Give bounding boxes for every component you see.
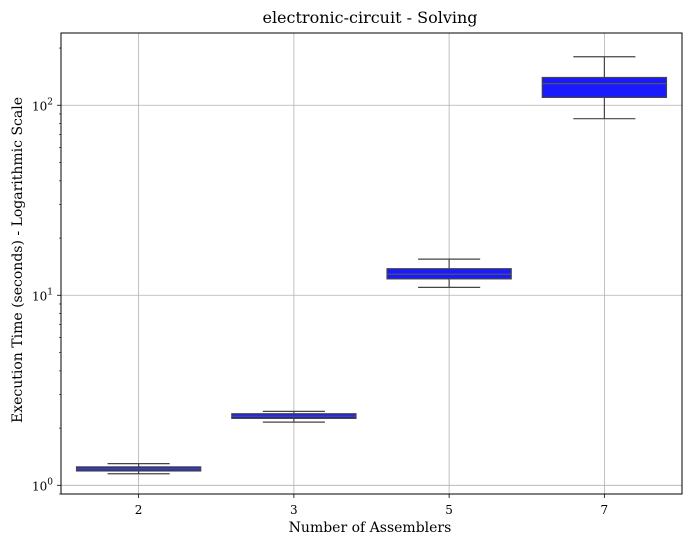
x-axis-label: Number of Assemblers [289, 520, 452, 536]
x-tick-label: 3 [290, 503, 298, 517]
box-series [75, 56, 668, 475]
box-7 [541, 56, 668, 120]
y-tick-label: 101 [32, 287, 53, 303]
x-tick-label: 2 [135, 503, 143, 517]
plot-frame [60, 32, 683, 495]
box-3 [231, 410, 357, 423]
x-tick-label: 5 [445, 503, 453, 517]
y-tick-label: 102 [32, 97, 53, 113]
box-iqr [541, 76, 668, 98]
y-tick-label: 100 [32, 477, 53, 493]
x-tick-label: 7 [601, 503, 609, 517]
axis-ticks: 2 3 5 7 100 101 102 [32, 47, 609, 517]
box-5 [386, 258, 512, 289]
y-axis-label: Execution Time (seconds) - Logarithmic S… [10, 97, 26, 423]
chart-title: electronic-circuit - Solving [262, 8, 477, 27]
box-2 [75, 463, 202, 475]
